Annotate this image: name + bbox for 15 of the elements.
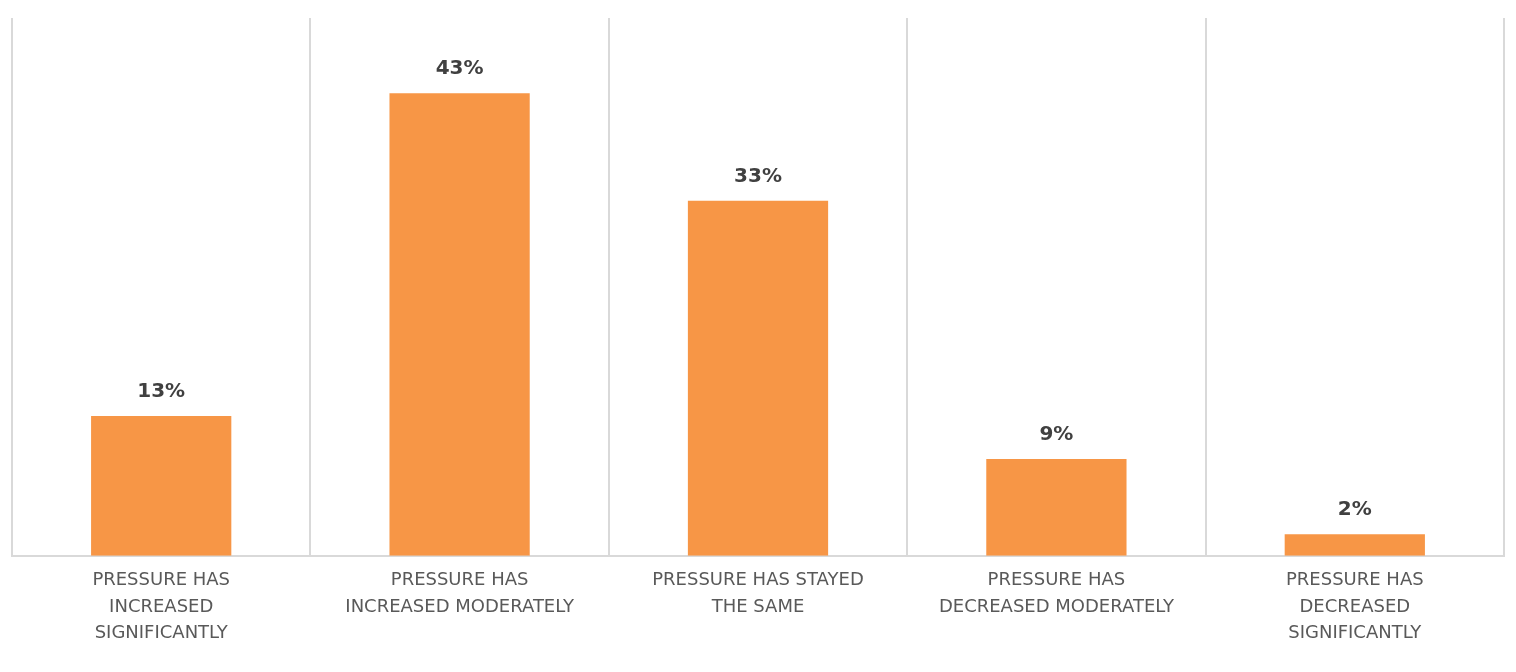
x-tick-label: PRESSURE HAS INCREASED MODERATELY xyxy=(345,568,575,616)
bar xyxy=(1284,534,1425,556)
x-tick-label: PRESSURE HAS INCREASED SIGNIFICANTLY xyxy=(92,568,231,642)
bar xyxy=(986,458,1127,556)
data-label: 2% xyxy=(1337,496,1372,521)
bar xyxy=(389,93,530,556)
x-tick-label: PRESSURE HAS DECREASED MODERATELY xyxy=(938,568,1175,616)
data-label: 33% xyxy=(734,163,782,188)
data-label: 13% xyxy=(137,378,186,403)
x-tick-label: PRESSURE HAS DECREASED SIGNIFICANTLY xyxy=(1285,568,1424,642)
x-tick-label: PRESSURE HAS STAYED THE SAME xyxy=(652,568,864,616)
data-label: 9% xyxy=(1039,421,1074,446)
bar xyxy=(687,200,829,556)
data-label: 43% xyxy=(435,55,484,80)
bar xyxy=(91,415,232,556)
